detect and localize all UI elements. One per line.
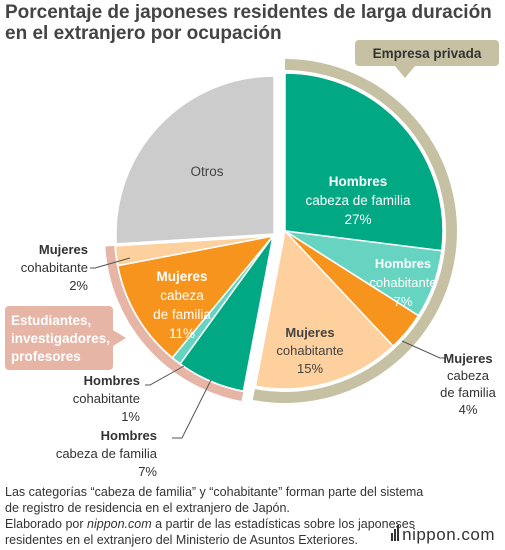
slice-label-7-line-2: 2% xyxy=(69,278,88,293)
group-label-0-pointer xyxy=(395,66,415,78)
group-label-1-line-2: profesores xyxy=(11,349,81,364)
pie-slice-7 xyxy=(114,235,274,267)
slice-label-2-line-2: de familia xyxy=(440,385,496,400)
slice-label-7: Mujeres cohabitante 2% xyxy=(21,242,89,293)
slice-label-6-line-1: cabeza xyxy=(160,288,204,303)
slice-label-6-line-2: de familia xyxy=(153,307,211,322)
slice-label-4-line-0: Hombres xyxy=(101,428,157,443)
group-label-0: Empresa privada xyxy=(355,40,499,78)
leader-line-5 xyxy=(145,365,185,386)
slice-label-1: Hombres cohabitante 7% xyxy=(369,256,436,309)
slice-label-0-line-1: cabeza de familia xyxy=(305,193,411,208)
slice-label-1-line-0: Hombres xyxy=(375,256,431,271)
pie-slice-3 xyxy=(254,230,394,390)
slice-label-6: Mujeres cabeza de familia 11% xyxy=(153,269,211,341)
pie-slice-6 xyxy=(117,235,274,359)
group-label-1-pointer xyxy=(113,330,126,346)
pie-chart: Hombres cabeza de familia 27% Hombres cohabi… xyxy=(5,40,499,479)
slice-label-4-line-1: cabeza de familia xyxy=(56,446,158,461)
pie-slice-8 xyxy=(115,75,275,245)
group-label-1-line-1: investigadores, xyxy=(11,331,110,346)
slice-label-0: Hombres cabeza de familia 27% xyxy=(305,174,411,227)
leader-line-2 xyxy=(401,340,446,359)
slice-label-1-line-2: 7% xyxy=(394,294,413,309)
footnote-prefix: Elaborado por xyxy=(5,517,88,531)
nippon-logo-icon xyxy=(391,525,400,546)
group-label-1: Estudiantes, investigadores, profesores xyxy=(5,306,126,370)
slice-label-8: Otros xyxy=(190,164,223,179)
slice-label-2: Mujeres cabeza de familia 4% xyxy=(440,351,496,417)
group-label-1-line-0: Estudiantes, xyxy=(11,313,91,328)
slice-label-3: Mujeres cohabitante 15% xyxy=(276,325,343,376)
footnote-suffix: a partir de las estadísticas sobre los j… xyxy=(151,517,415,531)
group-label-0-box xyxy=(355,40,499,66)
slice-label-6-line-0: Mujeres xyxy=(156,269,207,284)
slice-label-7-line-0: Mujeres xyxy=(39,242,88,257)
slice-label-3-line-1: cohabitante xyxy=(276,343,343,358)
nippon-logo: nippon.com xyxy=(391,525,495,546)
slice-label-2-line-1: cabeza xyxy=(447,368,490,383)
footnote-line-1: Las categorías “cabeza de familia” y “co… xyxy=(5,485,424,499)
slice-label-5-line-1: cohabitante xyxy=(73,391,140,406)
pie-slice-0 xyxy=(284,72,444,252)
nippon-logo-text: nippon.com xyxy=(402,525,495,544)
group-label-1-text: Estudiantes, investigadores, profesores xyxy=(11,313,110,364)
slice-label-0-line-0: Hombres xyxy=(329,174,388,189)
slice-label-7-line-1: cohabitante xyxy=(21,260,88,275)
slice-label-3-line-2: 15% xyxy=(297,361,323,376)
footnote-line-3: Elaborado por nippon.com a partir de las… xyxy=(5,516,475,532)
slice-label-6-line-3: 11% xyxy=(169,326,195,341)
slice-label-2-line-3: 4% xyxy=(459,402,478,417)
slice-label-4: Hombres cabeza de familia 7% xyxy=(56,428,158,479)
chart-title-line-2: en el extranjero por ocupación xyxy=(5,23,282,44)
slice-label-1-line-1: cohabitante xyxy=(369,275,436,290)
chart-title-line-1: Porcentaje de japoneses residentes de la… xyxy=(5,2,492,23)
leader-line-7 xyxy=(90,257,131,269)
chart-title: Porcentaje de japoneses residentes de la… xyxy=(5,2,505,44)
group-label-1-box xyxy=(5,306,113,370)
footnote-line-4: residentes en el extranjero del Minister… xyxy=(5,533,358,547)
slice-label-5-line-2: 1% xyxy=(121,409,140,424)
group-label-0-line-0: Empresa privada xyxy=(373,46,482,61)
slice-label-0-line-2: 27% xyxy=(344,212,371,227)
footnote: Las categorías “cabeza de familia” y “co… xyxy=(5,484,475,548)
slice-label-3-line-0: Mujeres xyxy=(285,325,334,340)
slice-label-8-line-0: Otros xyxy=(190,164,223,179)
slice-label-5: Hombres cohabitante 1% xyxy=(73,373,141,424)
footnote-source: nippon.com xyxy=(87,517,152,531)
leader-line-4 xyxy=(172,379,212,439)
group-ring-1 xyxy=(105,245,244,402)
footnote-line-2: de registro de residencia en el extranje… xyxy=(5,501,290,515)
slice-label-4-line-2: 7% xyxy=(138,464,157,479)
slice-label-2-line-0: Mujeres xyxy=(443,351,492,366)
group-label-0-text: Empresa privada xyxy=(373,46,482,61)
slice-label-5-line-0: Hombres xyxy=(84,373,140,388)
